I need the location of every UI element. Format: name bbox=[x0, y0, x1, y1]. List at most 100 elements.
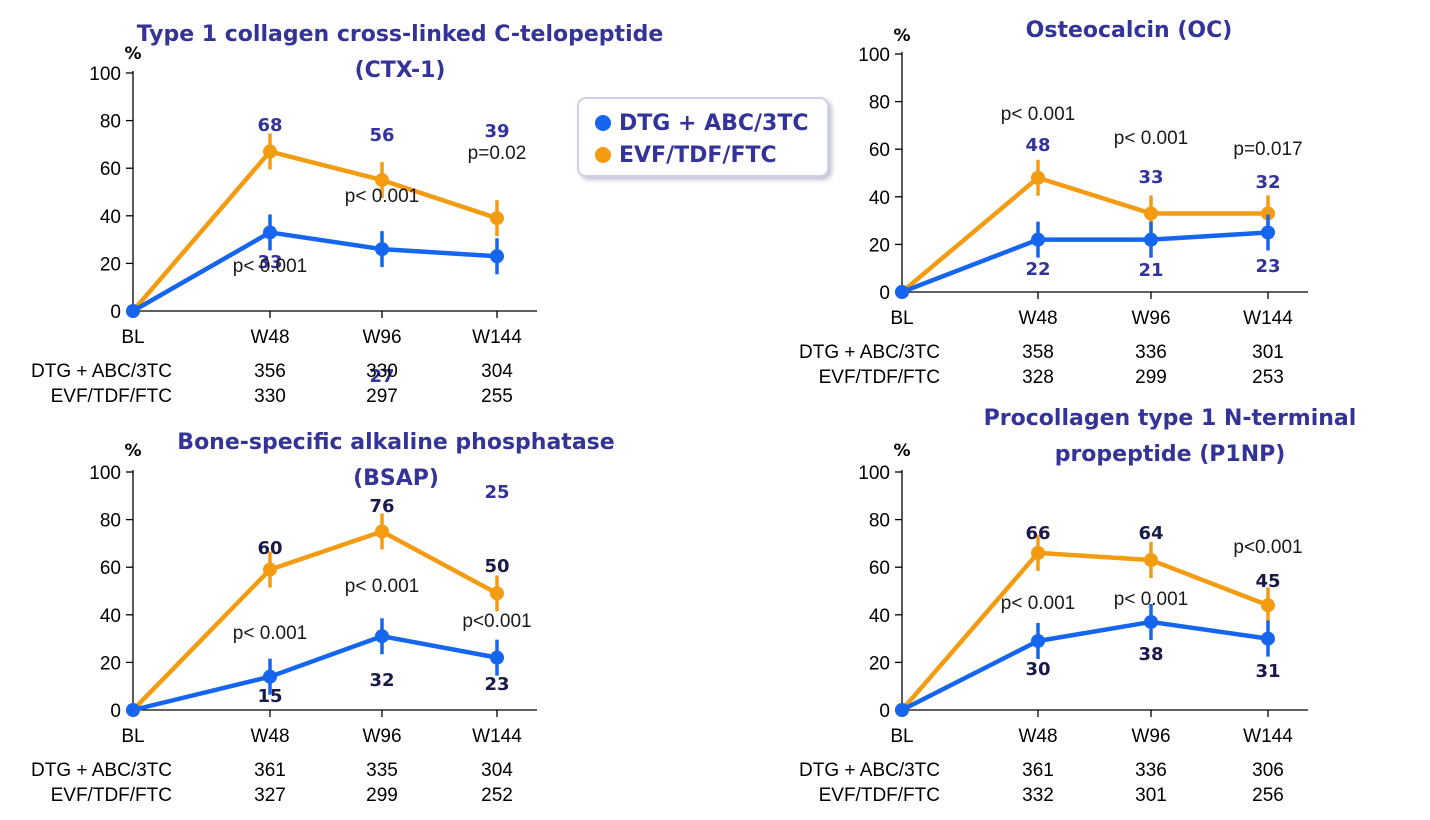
y-tick-label-oc-40: 40 bbox=[869, 188, 890, 209]
y-tick-label-ctx1-0: 0 bbox=[110, 302, 121, 323]
data-point-oc-dtg-W96 bbox=[1144, 232, 1158, 247]
n-value-oc-0-W96: 336 bbox=[1135, 342, 1167, 363]
x-tick-label-bsap-W96: W96 bbox=[362, 726, 401, 747]
p-value-p1np-W96: p< 0.001 bbox=[1114, 589, 1189, 610]
data-label-oc-evf-W96: 33 bbox=[1138, 167, 1163, 188]
legend-marker-dtg bbox=[595, 115, 611, 131]
data-point-ctx1-evf-W96 bbox=[375, 173, 389, 188]
data-point-bsap-dtg-BL bbox=[126, 703, 140, 717]
data-label-bsap-evf-W48: 60 bbox=[257, 538, 282, 559]
x-tick-label-bsap-BL: BL bbox=[121, 726, 144, 747]
n-value-bsap-0-W144: 304 bbox=[481, 760, 513, 781]
data-point-ctx1-dtg-W48 bbox=[263, 225, 277, 240]
data-label-p1np-evf-W96: 64 bbox=[1138, 523, 1163, 544]
x-tick-label-bsap-W144: W144 bbox=[472, 726, 522, 747]
y-tick-label-p1np-60: 60 bbox=[869, 558, 890, 579]
data-point-bsap-evf-W96 bbox=[375, 524, 389, 539]
x-tick-label-oc-W96: W96 bbox=[1131, 308, 1170, 329]
data-label-p1np-evf-W48: 66 bbox=[1025, 523, 1050, 544]
n-value-p1np-0-W48: 361 bbox=[1022, 760, 1054, 781]
data-label-ctx1-evf-W48: 68 bbox=[257, 115, 282, 136]
data-point-oc-evf-W48 bbox=[1031, 170, 1045, 185]
p-value-oc-W96: p< 0.001 bbox=[1114, 128, 1189, 149]
series-line-p1np-dtg bbox=[900, 619, 1269, 713]
y-tick-label-bsap-20: 20 bbox=[100, 653, 121, 674]
n-value-oc-0-W144: 301 bbox=[1252, 342, 1284, 363]
panel-p1np: Procollagen type 1 N-terminal propeptide … bbox=[799, 406, 1356, 806]
n-value-bsap-1-W96: 299 bbox=[366, 785, 398, 806]
n-value-p1np-0-W96: 336 bbox=[1135, 760, 1167, 781]
data-point-oc-dtg-BL bbox=[895, 285, 909, 299]
y-tick-label-bsap-80: 80 bbox=[100, 511, 121, 532]
n-value-oc-1-W96: 299 bbox=[1135, 367, 1167, 388]
data-point-p1np-dtg-W96 bbox=[1144, 614, 1158, 629]
data-point-p1np-evf-W144 bbox=[1261, 598, 1275, 613]
y-tick-label-p1np-20: 20 bbox=[869, 653, 890, 674]
chart-title-ctx1-line-0: Type 1 collagen cross-linked C-telopepti… bbox=[137, 22, 664, 47]
x-tick-label-ctx1-W48: W48 bbox=[250, 327, 289, 348]
data-label-bsap-evf-W144: 50 bbox=[484, 556, 509, 577]
n-value-bsap-1-W48: 327 bbox=[254, 785, 286, 806]
chart-title-p1np-line-0: Procollagen type 1 N-terminal bbox=[984, 406, 1357, 431]
x-tick-label-p1np-W48: W48 bbox=[1018, 726, 1057, 747]
data-point-oc-dtg-W144 bbox=[1261, 225, 1275, 240]
n-value-oc-1-W144: 253 bbox=[1252, 367, 1284, 388]
y-tick-label-oc-80: 80 bbox=[869, 93, 890, 114]
data-point-p1np-dtg-BL bbox=[895, 703, 909, 717]
data-label-bsap-dtg-W48: 15 bbox=[257, 686, 282, 707]
y-tick-label-ctx1-60: 60 bbox=[100, 159, 121, 180]
data-point-ctx1-dtg-W96 bbox=[375, 242, 389, 257]
chart-title-oc-line-0: Osteocalcin (OC) bbox=[1026, 18, 1233, 43]
series-line-oc-dtg bbox=[901, 230, 1269, 295]
series-line-ctx1-dtg bbox=[131, 230, 498, 313]
data-label-oc-dtg-W48: 22 bbox=[1025, 259, 1050, 280]
y-tick-label-bsap-0: 0 bbox=[110, 701, 121, 722]
p-value-oc-W144: p=0.017 bbox=[1233, 139, 1302, 160]
data-label-ctx1-dtg-W144: 25 bbox=[484, 482, 509, 503]
series-line-oc-evf bbox=[900, 175, 1268, 294]
n-row-label-oc-0: DTG + ABC/3TC bbox=[799, 342, 940, 363]
legend-label-evf: EVF/TDF/FTC bbox=[619, 142, 777, 168]
data-point-p1np-dtg-W144 bbox=[1261, 631, 1275, 646]
data-label-bsap-dtg-W144: 23 bbox=[484, 674, 509, 695]
series-line-ctx1-evf bbox=[131, 149, 498, 313]
y-tick-label-oc-100: 100 bbox=[858, 45, 890, 66]
n-value-p1np-1-W144: 256 bbox=[1252, 785, 1284, 806]
y-tick-label-p1np-80: 80 bbox=[869, 511, 890, 532]
y-tick-label-bsap-100: 100 bbox=[89, 463, 121, 484]
y-tick-label-oc-60: 60 bbox=[869, 140, 890, 161]
data-label-ctx1-evf-W144: 39 bbox=[484, 121, 509, 142]
n-row-label-bsap-0: DTG + ABC/3TC bbox=[31, 760, 172, 781]
x-tick-label-oc-BL: BL bbox=[890, 308, 913, 329]
data-point-oc-evf-W96 bbox=[1144, 206, 1158, 221]
n-value-ctx1-0-W48: 356 bbox=[254, 361, 286, 382]
legend-marker-evf bbox=[595, 147, 611, 163]
y-tick-label-ctx1-20: 20 bbox=[100, 254, 121, 275]
series-line-bsap-evf bbox=[131, 529, 499, 712]
x-tick-label-ctx1-BL: BL bbox=[121, 327, 144, 348]
y-unit-label-ctx1: % bbox=[124, 44, 141, 64]
p-value-ctx1-W144: p=0.02 bbox=[468, 143, 527, 164]
y-tick-label-ctx1-100: 100 bbox=[89, 64, 121, 85]
x-tick-label-bsap-W48: W48 bbox=[250, 726, 289, 747]
chart-title-ctx1-line-1: (CTX-1) bbox=[355, 58, 446, 83]
data-label-p1np-dtg-W48: 30 bbox=[1025, 659, 1050, 680]
p-value-bsap-W48: p< 0.001 bbox=[233, 623, 308, 644]
series-line-p1np-evf bbox=[900, 550, 1269, 712]
data-point-bsap-dtg-W144 bbox=[490, 650, 504, 665]
n-row-label-ctx1-0: DTG + ABC/3TC bbox=[31, 361, 172, 382]
n-value-ctx1-0-W96: 330 bbox=[366, 361, 398, 382]
n-value-bsap-0-W96: 335 bbox=[366, 760, 398, 781]
n-row-label-ctx1-1: EVF/TDF/FTC bbox=[51, 386, 172, 407]
data-label-p1np-dtg-W96: 38 bbox=[1138, 644, 1163, 665]
n-row-label-oc-1: EVF/TDF/FTC bbox=[819, 367, 940, 388]
data-point-p1np-evf-W96 bbox=[1144, 553, 1158, 568]
legend: DTG + ABC/3TC EVF/TDF/FTC bbox=[577, 97, 829, 177]
data-label-oc-evf-W144: 32 bbox=[1255, 172, 1280, 193]
p-value-oc-W48: p< 0.001 bbox=[1001, 104, 1076, 125]
y-tick-label-oc-20: 20 bbox=[869, 235, 890, 256]
y-tick-label-bsap-60: 60 bbox=[100, 558, 121, 579]
chart-title-bsap-line-1: (BSAP) bbox=[353, 466, 439, 491]
y-unit-label-oc: % bbox=[893, 26, 910, 46]
y-unit-label-bsap: % bbox=[124, 441, 141, 461]
